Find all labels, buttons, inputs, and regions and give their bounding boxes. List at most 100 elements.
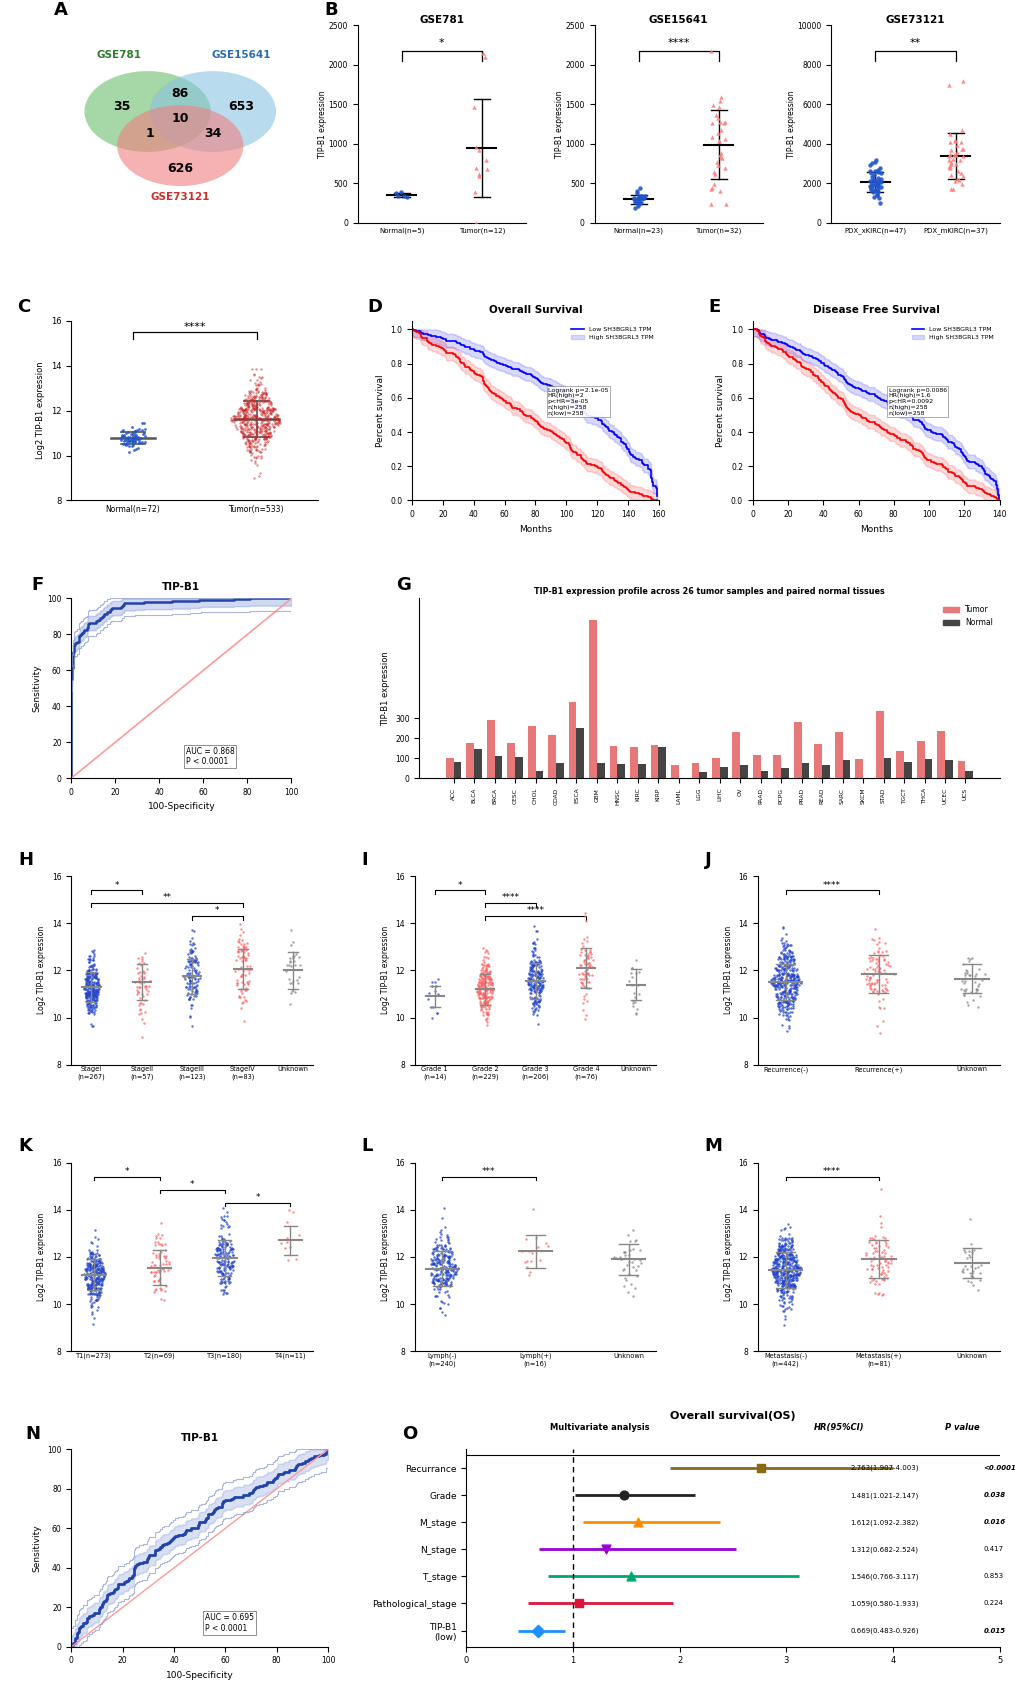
Point — [219, 1252, 235, 1279]
Point — [245, 387, 261, 414]
Point — [221, 1236, 237, 1263]
Point — [83, 1272, 99, 1299]
Point — [429, 1282, 445, 1309]
Point — [782, 946, 798, 973]
Point — [214, 1260, 230, 1287]
Point — [84, 969, 100, 997]
Point — [861, 954, 877, 981]
Point — [532, 949, 548, 976]
Point — [227, 404, 244, 431]
Point — [132, 431, 149, 458]
Point — [133, 1000, 150, 1027]
Point — [95, 1253, 111, 1280]
Point — [257, 422, 273, 449]
Text: 626: 626 — [167, 162, 193, 176]
Point — [91, 975, 107, 1002]
Text: ****: **** — [822, 880, 841, 890]
Point — [779, 1265, 795, 1292]
Point — [432, 1255, 448, 1282]
Point — [257, 431, 273, 458]
Point — [443, 1257, 460, 1284]
Point — [79, 976, 96, 1003]
Point — [874, 1265, 891, 1292]
Point — [89, 1233, 105, 1260]
Point — [84, 985, 100, 1012]
Point — [84, 971, 100, 998]
Point — [232, 417, 249, 444]
Point — [177, 954, 194, 981]
Point — [953, 135, 969, 162]
Point — [767, 1245, 784, 1272]
Point — [943, 162, 959, 189]
Point — [531, 986, 547, 1013]
Point — [528, 949, 544, 976]
Point — [238, 405, 255, 432]
Point — [780, 1241, 796, 1268]
Point — [220, 1241, 236, 1268]
Point — [255, 387, 271, 414]
Point — [252, 382, 268, 409]
Point — [475, 985, 491, 1012]
Point — [238, 948, 255, 975]
Point — [186, 934, 203, 961]
Point — [82, 981, 98, 1008]
Point — [180, 986, 197, 1013]
Point — [580, 949, 596, 976]
Point — [428, 1246, 444, 1274]
Point — [182, 966, 199, 993]
Point — [442, 1238, 459, 1265]
Point — [179, 959, 196, 986]
Point — [476, 961, 492, 988]
Point — [864, 956, 880, 983]
Point — [474, 951, 490, 978]
Point — [77, 973, 94, 1000]
Point — [238, 424, 255, 451]
Point — [969, 973, 985, 1000]
Point — [875, 959, 892, 986]
Point — [237, 422, 254, 449]
Point — [237, 387, 254, 414]
Point — [427, 973, 443, 1000]
Point — [780, 937, 796, 964]
Point — [539, 1231, 555, 1258]
Point — [970, 956, 986, 983]
Point — [156, 1236, 172, 1263]
Point — [258, 417, 274, 444]
Point — [526, 985, 542, 1012]
Point — [85, 985, 101, 1012]
Point — [81, 1280, 97, 1307]
Point — [256, 424, 272, 451]
Point — [773, 1236, 790, 1263]
Point — [471, 966, 487, 993]
Point — [221, 1255, 237, 1282]
Point — [791, 1255, 807, 1282]
Point — [872, 1213, 889, 1240]
Point — [782, 1241, 798, 1268]
Point — [151, 1267, 167, 1294]
Point — [780, 966, 796, 993]
Point — [93, 1279, 109, 1306]
Point — [436, 1302, 452, 1329]
Point — [787, 1265, 803, 1292]
Point — [435, 1262, 451, 1289]
Point — [252, 388, 268, 415]
Point — [477, 963, 493, 990]
Point — [475, 934, 491, 961]
Point — [578, 956, 594, 983]
Point — [132, 963, 149, 990]
Point — [95, 1265, 111, 1292]
Point — [964, 1258, 980, 1285]
Point — [973, 966, 989, 993]
Point — [769, 1250, 786, 1277]
Point — [212, 1223, 228, 1250]
Point — [150, 1241, 166, 1268]
Point — [876, 978, 893, 1005]
Point — [255, 388, 271, 415]
Text: 0.669(0.483-0.926): 0.669(0.483-0.926) — [850, 1627, 918, 1633]
Point — [83, 986, 99, 1013]
Point — [625, 980, 641, 1007]
Point — [441, 1253, 458, 1280]
Point — [783, 963, 799, 990]
Point — [239, 427, 256, 454]
Point — [476, 948, 492, 975]
